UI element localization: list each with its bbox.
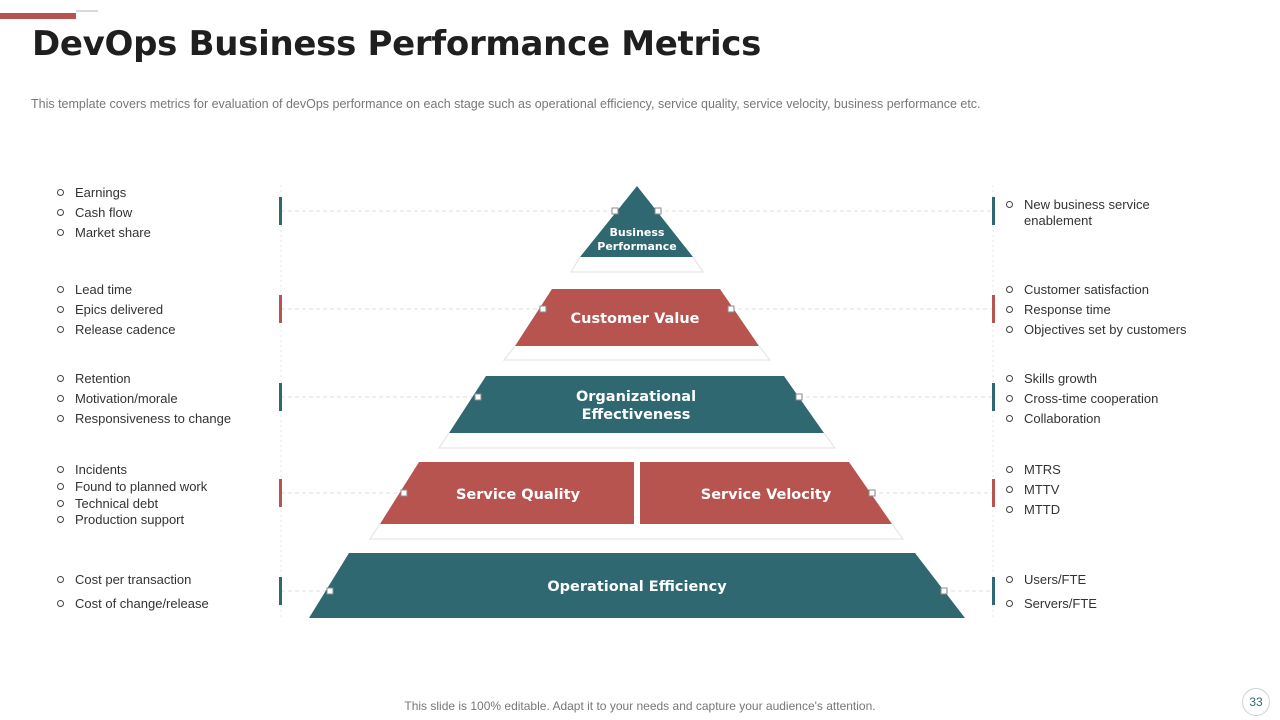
footer-note: This slide is 100% editable. Adapt it to…	[404, 699, 876, 713]
list-item: Servers/FTE	[1004, 596, 1097, 611]
business-performance-label-line1: Business	[610, 226, 665, 239]
connector-node	[539, 305, 547, 313]
right-marker-4	[992, 479, 995, 507]
list-item: Lead time	[55, 282, 175, 297]
list-item: Incidents	[55, 462, 207, 477]
tier-customer-value	[515, 289, 759, 346]
tier-service-quality	[380, 462, 634, 524]
left-metrics-customer-value: Lead time Epics delivered Release cadenc…	[55, 282, 175, 342]
list-item: Response time	[1004, 302, 1187, 317]
page-number: 33	[1242, 688, 1270, 716]
connector-node	[474, 393, 482, 401]
left-metrics-organizational-effectiveness: Retention Motivation/morale Responsivene…	[55, 371, 231, 431]
tier-service-velocity	[640, 462, 892, 524]
list-item: Cost per transaction	[55, 572, 209, 587]
right-marker-2	[992, 295, 995, 323]
connector-node	[727, 305, 735, 313]
title-accent-line	[76, 10, 98, 12]
list-item: Objectives set by customers	[1004, 322, 1187, 337]
connector-node	[654, 207, 662, 215]
list-item: Motivation/morale	[55, 391, 231, 406]
tier-gap-2	[502, 345, 772, 361]
service-quality-label: Service Quality	[456, 487, 581, 503]
list-item: Customer satisfaction	[1004, 282, 1187, 297]
right-metrics-organizational-effectiveness: Skills growth Cross-time cooperation Col…	[1004, 371, 1158, 431]
list-item: Cross-time cooperation	[1004, 391, 1158, 406]
right-metrics-customer-value: Customer satisfaction Response time Obje…	[1004, 282, 1187, 342]
right-marker-1	[992, 197, 995, 225]
organizational-effectiveness-label-line1: Organizational	[576, 389, 696, 405]
left-marker-2	[279, 295, 282, 323]
list-item: Skills growth	[1004, 371, 1158, 386]
list-item: Release cadence	[55, 322, 175, 337]
tier-organizational-effectiveness	[449, 376, 824, 433]
list-item: Production support	[55, 512, 207, 527]
list-item: Found to planned work	[55, 479, 207, 494]
list-item: New business service enablement	[1004, 197, 1154, 229]
left-metrics-operational-efficiency: Cost per transaction Cost of change/rele…	[55, 572, 209, 616]
list-item: Retention	[55, 371, 231, 386]
left-marker-4	[279, 479, 282, 507]
right-metrics-service-quality-velocity: MTRS MTTV MTTD	[1004, 462, 1061, 522]
list-item: MTTV	[1004, 482, 1061, 497]
connector-node	[326, 587, 334, 595]
right-metrics-business-performance: New business service enablement	[1004, 197, 1154, 234]
list-item: Earnings	[55, 185, 151, 200]
right-marker-5	[992, 577, 995, 605]
right-marker-3	[992, 383, 995, 411]
title-accent-bar	[0, 13, 76, 19]
left-marker-1	[279, 197, 282, 225]
list-item: Responsiveness to change	[55, 411, 231, 426]
slide-title: DevOps Business Performance Metrics	[32, 24, 762, 64]
list-item: Cash flow	[55, 205, 151, 220]
list-item: Collaboration	[1004, 411, 1158, 426]
left-marker-3	[279, 383, 282, 411]
connector-node	[940, 587, 948, 595]
list-item: MTRS	[1004, 462, 1061, 477]
operational-efficiency-label: Operational Efficiency	[547, 579, 727, 595]
customer-value-label: Customer Value	[571, 311, 700, 327]
tier-gap-3	[437, 432, 837, 449]
organizational-effectiveness-label-line2: Effectiveness	[582, 407, 691, 423]
tier-gap-1	[569, 256, 705, 273]
tier-business-performance	[580, 186, 693, 257]
connector-node	[868, 489, 876, 497]
list-item: Epics delivered	[55, 302, 175, 317]
left-metrics-service-quality-velocity: Incidents Found to planned work Technica…	[55, 462, 207, 529]
list-item: Users/FTE	[1004, 572, 1097, 587]
tier-operational-efficiency	[309, 553, 965, 618]
connector-node	[400, 489, 408, 497]
list-item: Technical debt	[55, 496, 207, 511]
connector-node	[795, 393, 803, 401]
right-metrics-operational-efficiency: Users/FTE Servers/FTE	[1004, 572, 1097, 616]
list-item: MTTD	[1004, 502, 1061, 517]
list-item: Cost of change/release	[55, 596, 209, 611]
business-performance-label-line2: Performance	[597, 240, 676, 253]
connector-node	[611, 207, 619, 215]
slide-subtitle: This template covers metrics for evaluat…	[31, 97, 981, 111]
left-marker-5	[279, 577, 282, 605]
list-item: Market share	[55, 225, 151, 240]
tier-gap-4	[368, 523, 905, 540]
left-metrics-business-performance: Earnings Cash flow Market share	[55, 185, 151, 245]
service-velocity-label: Service Velocity	[701, 487, 832, 503]
